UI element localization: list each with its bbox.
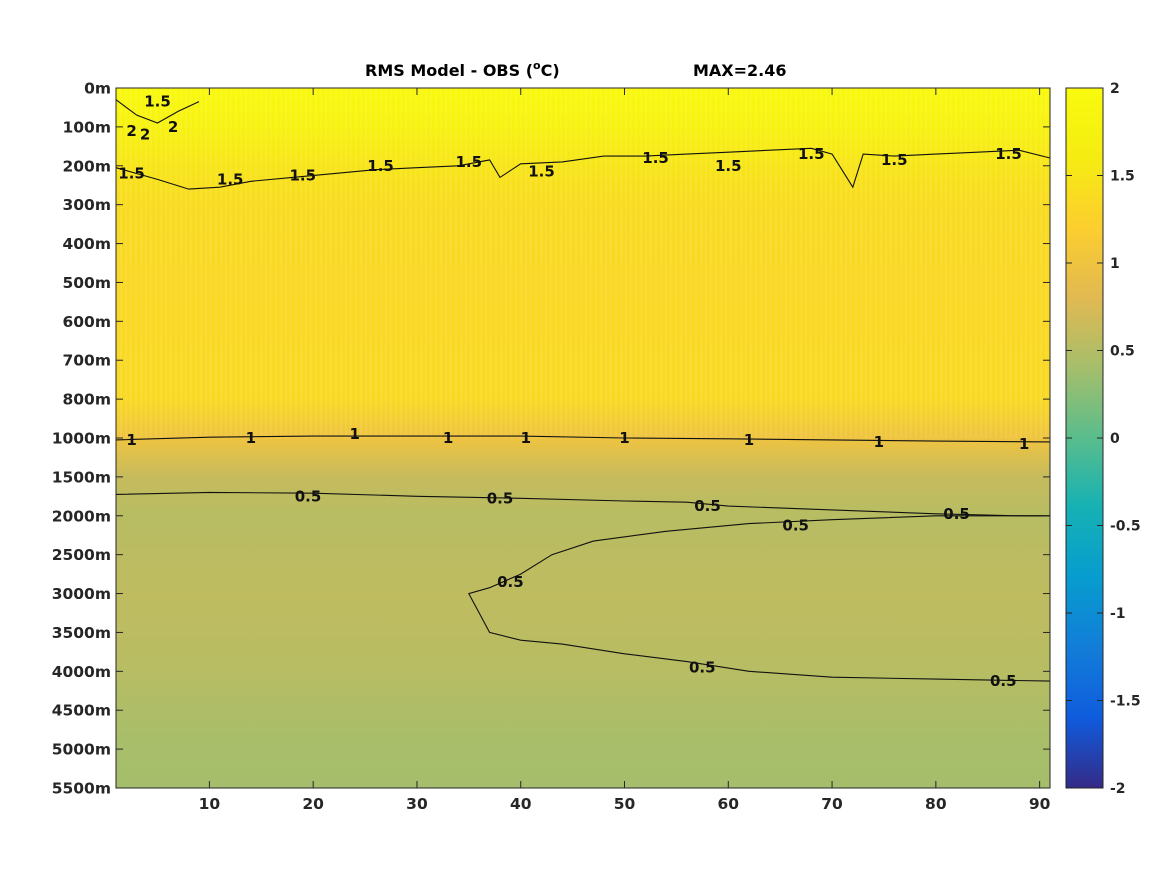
y-tick-label-7: 700m (62, 352, 111, 370)
contour-labels: 1.52 2 21.5 1.5 1.51.5 1.51.51.5 1.51.5 1.5 1.51… (118, 93, 1029, 690)
y-tick-label-12: 2500m (52, 546, 111, 564)
x-tick-label-3: 40 (510, 795, 532, 813)
colorbar-tick-label-2: 1 (1110, 256, 1120, 272)
contour-label-4: 1.5 (118, 165, 145, 183)
colorbar-tick-label-4: 0 (1110, 431, 1120, 447)
contour-label-26: 0.5 (694, 497, 721, 515)
contour-label-21: 1 (744, 431, 754, 449)
y-tick-label-4: 400m (62, 235, 111, 253)
contour-lines (115, 99, 1051, 682)
plot-area: 1.52 2 21.5 1.5 1.51.5 1.51.51.5 1.51.5 1.5 1.51… (115, 87, 1051, 789)
colorbar-tick-label-5: -0.5 (1110, 519, 1141, 535)
contour-label-2: 2 (140, 126, 150, 144)
y-tick-label-8: 800m (62, 391, 111, 409)
contour-label-16: 1 (246, 429, 256, 447)
y-tick-label-3: 300m (62, 196, 111, 214)
colorbar-tick-label-1: 1.5 (1110, 169, 1135, 185)
y-tick-label-18: 5500m (52, 780, 111, 798)
colorbar-tick-label-6: -1 (1110, 606, 1126, 622)
max-value-label: MAX=2.46 (693, 61, 787, 80)
contour-label-29: 0.5 (497, 573, 524, 591)
y-tick-label-15: 4000m (52, 663, 111, 681)
contour-label-19: 1 (521, 429, 531, 447)
x-tick-label-7: 80 (925, 795, 947, 813)
contour-line-0 (115, 147, 1051, 190)
x-tick-label-4: 50 (614, 795, 636, 813)
contour-label-1: 2 (126, 122, 136, 140)
contour-label-12: 1.5 (798, 145, 825, 163)
y-tick-label-14: 3500m (52, 624, 111, 642)
chart-title: RMS Model - OBS (oC) (365, 59, 560, 80)
heatmap-streak-texture (116, 88, 1050, 438)
x-tick-label-5: 60 (717, 795, 739, 813)
contour-label-13: 1.5 (881, 151, 908, 169)
contour-label-14: 1.5 (995, 145, 1022, 163)
contour-label-22: 1 (874, 433, 884, 451)
x-tick-label-6: 70 (821, 795, 843, 813)
x-tick-label-0: 10 (199, 795, 221, 813)
y-tick-label-11: 2000m (52, 507, 111, 525)
contour-line-4 (115, 99, 200, 124)
x-tick-label-8: 90 (1029, 795, 1051, 813)
y-tick-label-10: 1500m (52, 468, 111, 486)
contour-line-2 (115, 491, 1050, 517)
contour-label-11: 1.5 (715, 157, 742, 175)
colorbar-ticks: 2 1.5 1 0.5 0 -0.5 -1 -1.5 -2 (1066, 81, 1141, 797)
contour-label-15: 1 (126, 431, 136, 449)
colorbar-tick-label-8: -2 (1110, 781, 1126, 797)
contour-label-6: 1.5 (290, 167, 317, 185)
colorbar-tick-label-3: 0.5 (1110, 344, 1135, 360)
contour-label-5: 1.5 (217, 170, 244, 188)
contour-label-27: 0.5 (943, 505, 970, 523)
colorbar-tick-label-7: -1.5 (1110, 694, 1141, 710)
y-tick-label-0: 0m (84, 80, 111, 98)
colorbar-gradient (1066, 88, 1103, 788)
contour-label-31: 0.5 (990, 672, 1017, 690)
y-tick-label-5: 500m (62, 274, 111, 292)
contour-label-17: 1 (349, 425, 359, 443)
y-tick-label-16: 4500m (52, 702, 111, 720)
contour-label-7: 1.5 (367, 157, 394, 175)
contour-line-1 (115, 435, 1051, 443)
contour-label-23: 1 (1019, 435, 1029, 453)
colorbar: 2 1.5 1 0.5 0 -0.5 -1 -1.5 -2 (1065, 81, 1141, 797)
title-superscript: o (533, 59, 541, 72)
contour-label-8: 1.5 (456, 153, 483, 171)
y-tick-label-17: 5000m (52, 741, 111, 759)
x-tick-label-1: 20 (302, 795, 324, 813)
contour-label-25: 0.5 (487, 489, 514, 507)
y-axis: 0m 100m 200m 300m 400m 500m 600m 700m 800m 1000m 1… (52, 80, 1050, 798)
contour-label-24: 0.5 (295, 487, 322, 505)
x-tick-label-2: 30 (406, 795, 428, 813)
contour-label-30: 0.5 (689, 658, 716, 676)
colorbar-tick-label-0: 2 (1110, 81, 1120, 97)
contour-label-20: 1 (619, 429, 629, 447)
contour-label-9: 1.5 (528, 163, 555, 181)
y-tick-label-6: 600m (62, 313, 111, 331)
contour-label-28: 0.5 (782, 517, 809, 535)
y-tick-label-9: 1000m (52, 430, 111, 448)
contour-label-0: 1.5 (144, 93, 171, 111)
y-tick-label-13: 3000m (52, 585, 111, 603)
y-tick-label-2: 200m (62, 157, 111, 175)
contour-label-3: 2 (168, 118, 178, 136)
contour-label-10: 1.5 (642, 149, 669, 167)
contour-line-3 (467, 515, 1051, 682)
contour-label-18: 1 (443, 429, 453, 447)
x-axis: 10 20 30 40 50 60 70 80 90 (199, 88, 1051, 813)
y-tick-label-1: 100m (62, 118, 111, 136)
